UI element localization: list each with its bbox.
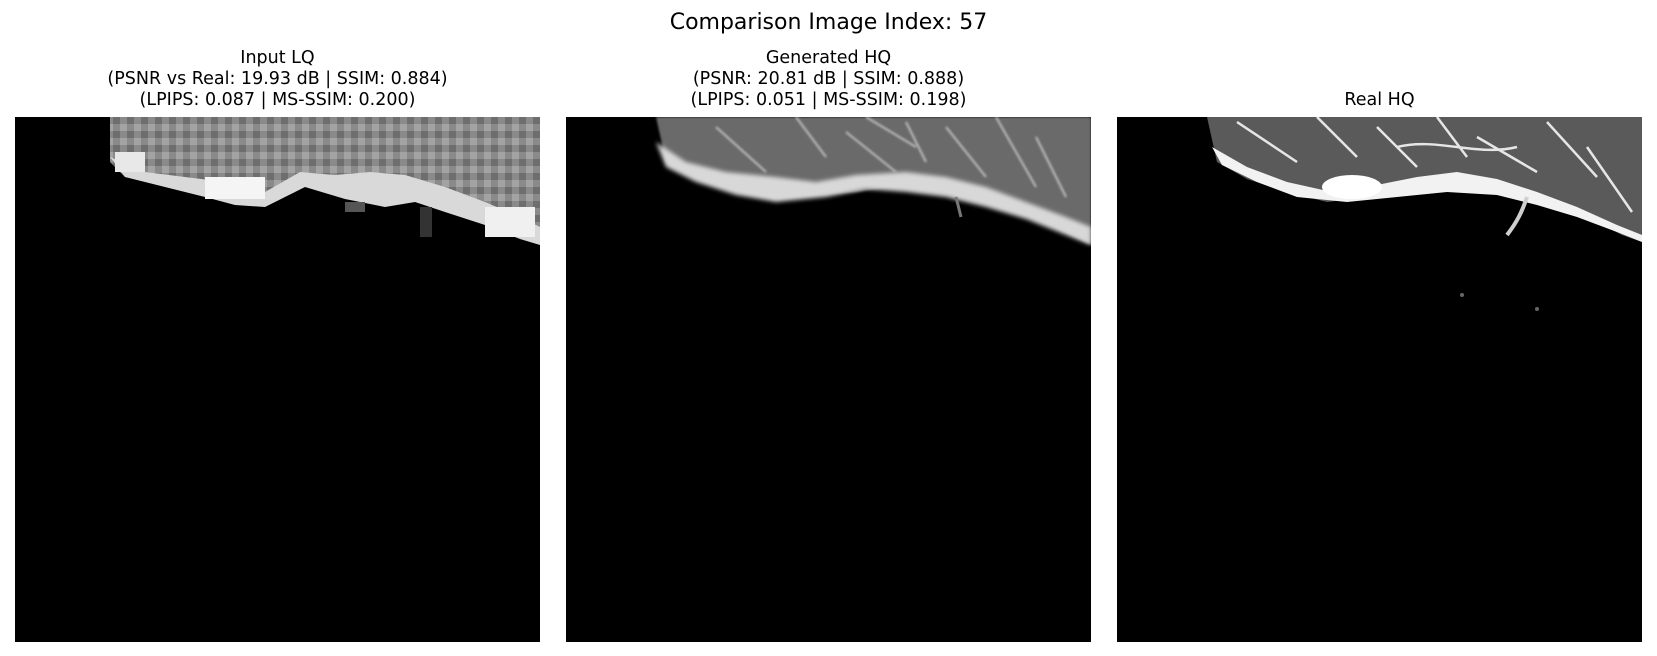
panel-metrics-psnr-ssim: (PSNR: 20.81 dB | SSIM: 0.888)	[692, 69, 965, 89]
input-lq-image	[15, 117, 540, 642]
panel-metrics-lpips-msssim: (LPIPS: 0.051 | MS-SSIM: 0.198)	[690, 90, 967, 110]
panel-title: Generated HQ	[765, 48, 892, 68]
panel-generated-hq: Generated HQ (PSNR: 20.81 dB | SSIM: 0.8…	[566, 40, 1091, 642]
panel-title-block: Real HQ	[1117, 40, 1642, 117]
real-hq-image	[1117, 117, 1642, 642]
figure-title: Comparison Image Index: 57	[669, 10, 988, 35]
panel-input-lq: Input LQ (PSNR vs Real: 19.93 dB | SSIM:…	[15, 40, 540, 642]
panel-real-hq: Real HQ	[1117, 40, 1642, 642]
panel-metrics-psnr-ssim: (PSNR vs Real: 19.93 dB | SSIM: 0.884)	[107, 69, 448, 89]
panel-metrics-lpips-msssim: (LPIPS: 0.087 | MS-SSIM: 0.200)	[139, 90, 416, 110]
panel-title: Input LQ	[240, 48, 315, 68]
generated-hq-image	[566, 117, 1091, 642]
panel-title-block: Input LQ (PSNR vs Real: 19.93 dB | SSIM:…	[15, 40, 540, 117]
panel-title: Real HQ	[1344, 90, 1415, 110]
panel-title-block: Generated HQ (PSNR: 20.81 dB | SSIM: 0.8…	[566, 40, 1091, 117]
